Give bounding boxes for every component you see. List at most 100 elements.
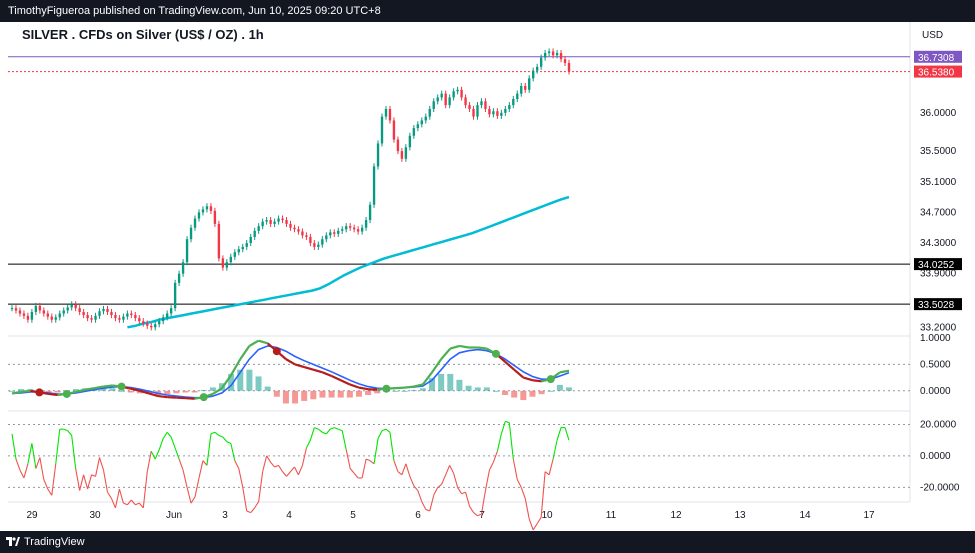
chart-svg[interactable]: 36.0000 35.5000 35.1000 34.7000 34.3000 33.90…	[0, 0, 975, 531]
candle-body	[400, 151, 404, 159]
histogram-bar	[429, 378, 436, 391]
fast-line-segment	[513, 368, 525, 379]
histogram-bar	[173, 390, 180, 394]
histogram-bar	[355, 390, 362, 397]
osc-line-segment	[206, 433, 212, 466]
fast-line-segment	[358, 386, 369, 391]
osc-line-segment	[314, 427, 319, 430]
osc-line-segment	[135, 502, 140, 506]
histogram-bar	[346, 390, 353, 398]
fast-line-segment	[368, 388, 378, 391]
osc-line-segment	[102, 469, 109, 493]
fast-line-segment	[422, 371, 433, 386]
fast-line-segment	[258, 339, 268, 345]
candle-body	[464, 97, 467, 106]
candle-body	[78, 308, 81, 313]
fast-line-segment	[449, 344, 460, 350]
histogram-bar	[72, 389, 79, 391]
candle-body	[301, 231, 304, 236]
osc-line-segment	[413, 485, 419, 491]
osc-line-segment	[405, 463, 411, 477]
x-tick-label: 5	[350, 510, 356, 521]
osc-line-segment	[325, 428, 331, 435]
histogram-bar	[292, 390, 299, 404]
candle-body	[484, 101, 487, 109]
osc-line-segment	[512, 458, 518, 480]
histogram-bar	[529, 390, 536, 397]
candle-body	[384, 108, 388, 117]
osc-line-segment	[377, 430, 383, 439]
osc-line-segment	[99, 457, 105, 471]
chart-title: SILVER . CFDs on Silver (US$ / OZ) . 1h	[22, 27, 264, 42]
osc-line-segment	[95, 457, 101, 477]
candle-body	[277, 218, 280, 222]
candle-body	[165, 313, 169, 318]
fast-line-segment	[532, 379, 542, 383]
osc-line-segment	[564, 427, 570, 441]
rsi-tick-label: 0.5000	[920, 359, 951, 370]
osc-line-segment	[496, 433, 502, 452]
osc-line-segment	[520, 487, 526, 499]
osc-line-segment	[226, 441, 232, 444]
candle-body	[535, 66, 539, 71]
candle-body	[213, 210, 217, 224]
osc-line-segment	[254, 501, 260, 509]
osc-line-segment	[401, 463, 407, 476]
osc-line-segment	[373, 438, 379, 464]
histogram-bar	[54, 390, 61, 393]
candle-body	[380, 116, 384, 144]
fast-line-segment	[48, 392, 58, 397]
osc-line-segment	[381, 428, 387, 432]
osc-line-segment	[91, 474, 96, 477]
candle-body	[448, 97, 451, 106]
fast-line-segment	[440, 347, 452, 360]
candle-body	[217, 223, 221, 259]
histogram-bar	[465, 385, 472, 391]
candle-body	[364, 220, 368, 228]
osc-line-segment	[51, 463, 57, 496]
osc-line-segment	[67, 430, 73, 436]
osc-line-segment	[118, 488, 124, 504]
candle-body	[181, 262, 185, 274]
osc-line-segment	[87, 474, 93, 490]
candle-body	[26, 315, 30, 320]
candle-body	[309, 236, 312, 244]
candle-body	[329, 232, 332, 236]
y-tick-label: 34.3000	[920, 238, 957, 249]
osc-line-segment	[500, 421, 506, 435]
candle-body	[392, 120, 396, 140]
candle-body	[249, 236, 252, 244]
chart-frame	[6, 22, 971, 531]
histogram-bar	[483, 387, 490, 391]
osc-line-segment	[293, 466, 299, 476]
osc-line-segment	[532, 523, 538, 531]
histogram-bar	[18, 389, 25, 391]
osc-line-segment	[341, 430, 347, 450]
osc-line-segment	[469, 506, 474, 513]
osc-line-segment	[345, 449, 351, 469]
osc-line-segment	[266, 455, 272, 463]
candle-body	[58, 313, 61, 318]
fast-line-segment	[294, 363, 305, 369]
candle-body	[408, 135, 412, 148]
candle-body	[567, 62, 571, 72]
candle-body	[508, 105, 511, 109]
histogram-bar	[556, 384, 563, 391]
candle-body	[150, 325, 153, 328]
candle-body	[396, 139, 400, 152]
candle-body	[142, 321, 145, 324]
osc-line-segment	[138, 502, 144, 509]
x-tick-label: 30	[89, 510, 101, 521]
histogram-bar	[191, 390, 198, 393]
osc-line-segment	[182, 469, 188, 488]
candle-body	[428, 108, 431, 117]
histogram-bar	[374, 390, 381, 394]
publisher-bar: TimothyFigueroa published on TradingView…	[0, 0, 975, 22]
osc-line-segment	[445, 465, 451, 476]
osc-line-segment	[397, 471, 403, 476]
fast-line-segment	[239, 345, 251, 360]
candle-body	[444, 93, 447, 106]
osc-line-segment	[425, 508, 430, 512]
candle-body	[46, 313, 49, 317]
candle-body	[122, 316, 125, 320]
